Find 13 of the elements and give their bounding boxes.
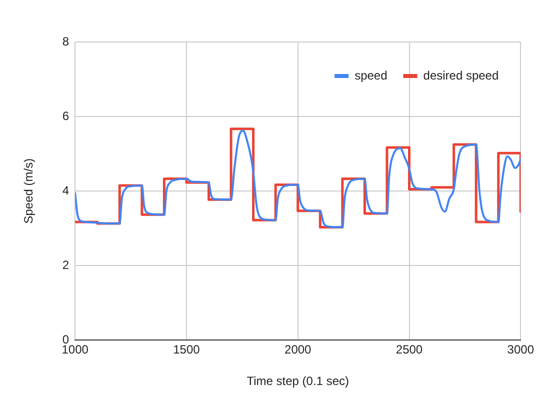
y-tick-label: 2: [62, 258, 70, 272]
y-tick-label: 4: [62, 183, 70, 198]
y-tick-label: 6: [62, 108, 70, 123]
x-tick-label: 3000: [507, 342, 534, 357]
x-tick-label: 2500: [396, 342, 423, 357]
x-tick-label: 2000: [284, 342, 312, 357]
x-axis-title: Time step (0.1 sec): [246, 374, 349, 388]
y-axis-title: Speed (m/s): [22, 158, 36, 224]
legend-label: desired speed: [423, 68, 499, 82]
legend-label: speed: [354, 68, 388, 82]
x-tick-label: 1500: [173, 342, 200, 357]
x-tick-label: 1000: [62, 342, 89, 357]
y-tick-label: 8: [62, 34, 70, 48]
